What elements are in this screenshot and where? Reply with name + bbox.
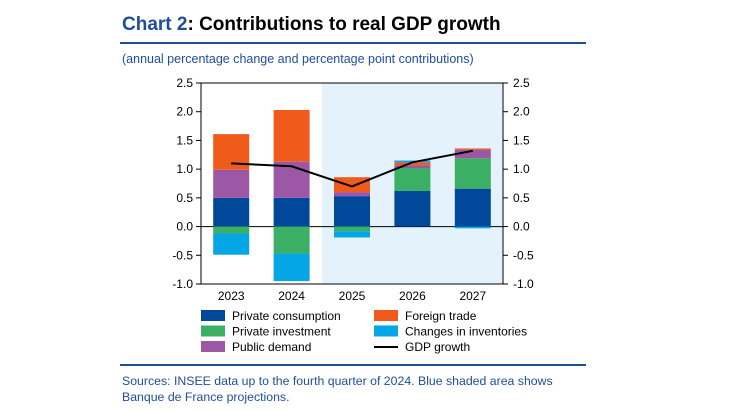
bar-foreign-trade-2027 [454,148,491,150]
x-tick-label-2027: 2027 [459,289,486,303]
legend-label-private-consumption: Private consumption [232,309,341,323]
bar-private-consumption-2023 [213,197,250,227]
y-tick-label-left: 2.0 [176,105,193,119]
y-tick-label-left: 1.5 [176,133,193,147]
legend-label-public-demand: Public demand [232,340,311,354]
bar-private-investment-2026 [394,167,431,191]
bar-private-investment-2024 [273,226,310,254]
x-tick-label-2026: 2026 [399,289,426,303]
bar-private-investment-2023 [213,226,250,234]
x-tick-label-2025: 2025 [339,289,366,303]
bar-changes-in-inventories-2027 [454,226,491,229]
chart-title-text: : Contributions to real GDP growth [187,14,501,35]
legend-swatch-private-consumption [201,310,225,321]
y-tick-label-left: 2.5 [176,76,193,90]
bar-public-demand-2025 [334,192,370,197]
bar-public-demand-2026 [394,165,431,168]
bar-private-investment-2025 [334,226,370,232]
y-tick-label-left: 1.0 [176,162,193,176]
bar-private-consumption-2027 [454,188,491,227]
y-tick-label-right: 0.0 [513,220,530,234]
bar-foreign-trade-2026 [394,162,431,166]
legend-swatch-changes-in-inventories [374,325,398,337]
y-tick-label-right: -1.0 [513,277,534,291]
bar-public-demand-2024 [273,161,310,198]
title-divider [120,42,586,44]
bar-public-demand-2023 [213,169,250,198]
y-tick-label-left: -1.0 [172,277,193,291]
footer-divider [120,364,586,366]
bar-foreign-trade-2025 [334,177,370,193]
legend-label-private-investment: Private investment [232,325,331,339]
y-tick-label-right: 2.0 [513,105,530,119]
bar-public-demand-2027 [454,149,491,159]
bar-changes-in-inventories-2023 [213,233,250,255]
bar-changes-in-inventories-2024 [273,253,310,282]
bar-changes-in-inventories-2025 [334,231,370,238]
y-tick-label-right: 0.5 [513,191,530,205]
y-tick-label-right: 1.0 [513,162,530,176]
sources-note: Sources: INSEE data up to the fourth qua… [122,374,553,404]
gdp-growth-line [231,149,473,188]
bar-foreign-trade-2024 [273,109,310,162]
chart-subtitle: (annual percentage change and percentage… [122,52,474,66]
x-tick-label-2023: 2023 [218,289,245,303]
y-tick-label-left: 0.5 [176,191,193,205]
y-tick-label-left: 0.0 [176,220,193,234]
legend-swatch-public-demand [201,341,225,352]
bar-private-consumption-2024 [273,197,310,227]
y-tick-label-right: 1.5 [513,133,530,147]
legend-swatch-foreign-trade [374,310,398,321]
chart-title: Chart 2: Contributions to real GDP growt… [122,14,501,36]
bar-private-consumption-2026 [394,190,431,227]
x-tick-label-2024: 2024 [278,289,305,303]
bar-private-investment-2027 [454,158,491,189]
y-tick-label-left: -0.5 [172,248,193,262]
bar-private-consumption-2025 [334,196,370,227]
legend-swatch-private-investment [201,325,225,337]
y-tick-label-right: -0.5 [513,248,534,262]
legend-label-changes-in-inventories: Changes in inventories [405,325,527,339]
y-tick-label-right: 2.5 [513,76,530,90]
chart-number: Chart 2 [122,14,188,35]
legend-label-gdp-growth: GDP growth [405,340,470,354]
plot-frame [200,82,504,285]
legend-label-foreign-trade: Foreign trade [405,309,477,323]
